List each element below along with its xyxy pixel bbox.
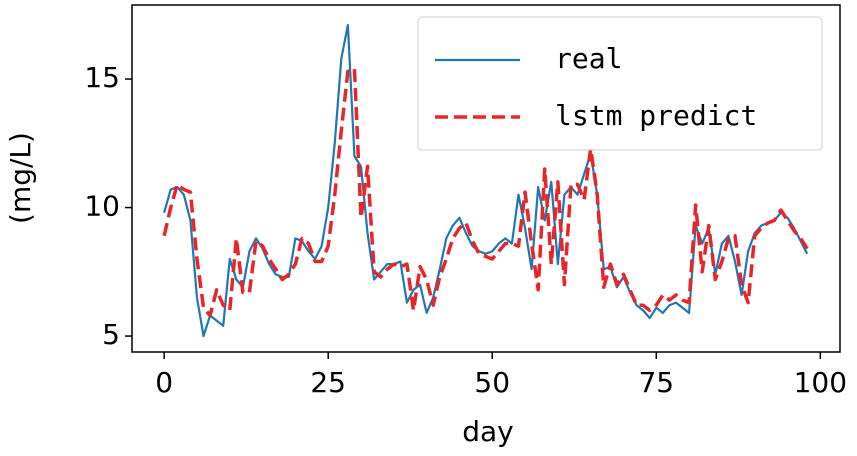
y-tick-label: 10 <box>84 190 120 223</box>
y-tick-label: 15 <box>84 61 120 94</box>
y-axis-label: (mg/L) <box>4 132 37 224</box>
legend-label: real <box>555 42 622 75</box>
plot-frame <box>131 4 841 353</box>
x-axis-label: day <box>462 415 514 448</box>
legend-label: lstm predict <box>555 99 757 132</box>
x-tick-label: 0 <box>155 366 173 399</box>
line-series <box>162 67 809 318</box>
plot-area <box>162 23 809 338</box>
x-tick-label: 100 <box>794 366 847 399</box>
x-tick-label: 75 <box>638 366 674 399</box>
y-tick-label: 5 <box>102 318 120 351</box>
x-tick-label: 50 <box>474 366 510 399</box>
x-tick-label: 25 <box>310 366 346 399</box>
